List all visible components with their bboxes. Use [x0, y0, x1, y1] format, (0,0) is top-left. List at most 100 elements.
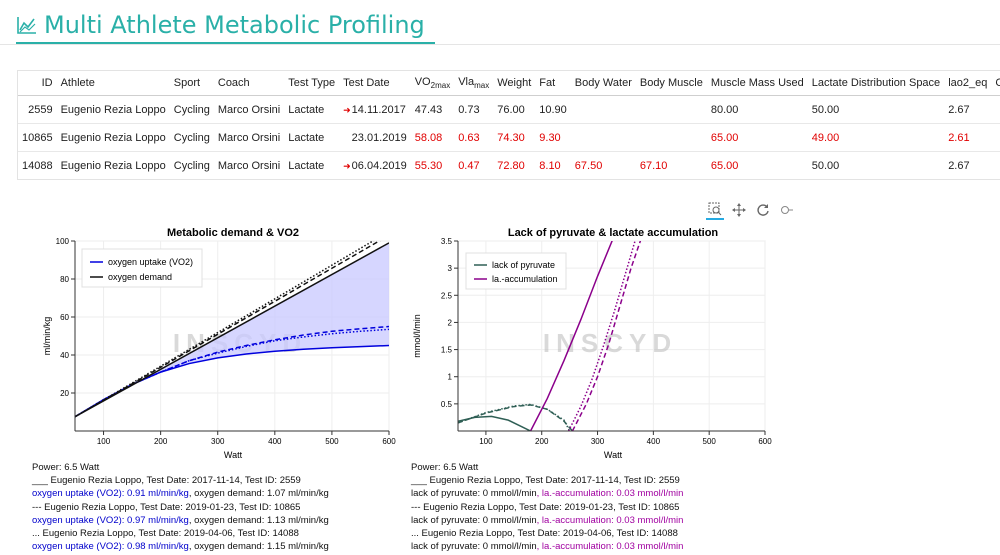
col-vlamax[interactable]: Vlamax: [454, 71, 493, 96]
col-comment[interactable]: Comment: [995, 77, 1000, 89]
col-vo2max[interactable]: VO2max: [411, 71, 454, 96]
col-body-muscle[interactable]: Body Muscle: [639, 77, 703, 89]
col-athlete[interactable]: Athlete: [60, 77, 95, 89]
cell-fat: 8.10: [535, 151, 571, 179]
vla-sub: max: [474, 81, 490, 91]
cell-fat: 9.30: [535, 123, 571, 152]
legend-box: [465, 252, 567, 290]
pyruvate-lactate-chart[interactable]: Lack of pyruvate & lactate accumulation …: [410, 222, 780, 462]
cell-body-muscle: [635, 123, 707, 152]
x-tick-label: 300: [591, 437, 605, 446]
reset-icon[interactable]: [754, 201, 772, 219]
series-line-5[interactable]: [567, 236, 637, 431]
col-weight[interactable]: Weight: [497, 77, 532, 89]
hover-readout-left: Power: 6.5 Watt ___ Eugenio Rezia Loppo, …: [32, 461, 329, 553]
athlete-table-container: ID Athlete Sport Coach Test Type Test Da…: [17, 70, 1000, 180]
cell-athlete: Eugenio Rezia Loppo: [56, 95, 170, 124]
cell-coach: Marco Orsini: [213, 95, 285, 124]
pan-icon[interactable]: [730, 201, 748, 219]
series-line-5[interactable]: [75, 232, 389, 418]
col-body-water[interactable]: Body Water: [574, 77, 632, 89]
readout-value-b: , la.-accumulation: 0.03 mmol/l/min: [536, 514, 684, 526]
readout-value-a: lack of pyruvate: 0 mmol/l/min: [411, 541, 537, 553]
y-tick-label: 3.5: [441, 237, 453, 246]
cell-test-type: Lactate: [284, 123, 340, 152]
cell-vo2max: 47.43: [410, 95, 455, 124]
series-line-3[interactable]: [529, 236, 615, 431]
legend-item-lactate: la.-accumulation: [492, 274, 558, 284]
y-axis-label: ml/min/kg: [42, 317, 52, 356]
table-row[interactable]: 10865 Eugenio Rezia Loppo Cycling Marco …: [18, 123, 1000, 152]
hover-icon[interactable]: [778, 201, 796, 219]
readout-value-a: oxygen uptake (VO2): 0.91 ml/min/kg: [32, 488, 189, 500]
cell-lao2-eq: 2.61: [944, 123, 992, 152]
y-tick-label: 2.5: [441, 291, 453, 300]
readout-line: oxygen uptake (VO2): 0.97 ml/min/kg, oxy…: [32, 514, 329, 527]
legend: lack of pyruvate la.-accumulation: [465, 252, 567, 290]
col-lao2-eq[interactable]: lao2_eq: [948, 77, 988, 89]
col-lactate-distribution-space[interactable]: Lactate Distribution Space: [811, 77, 941, 89]
cell-lds: 50.00: [807, 151, 945, 179]
series-line-3[interactable]: [75, 242, 389, 418]
cell-body-muscle: 67.10: [635, 151, 707, 179]
cell-lao2-eq: 2.67: [944, 151, 992, 179]
metabolic-demand-chart[interactable]: Metabolic demand & VO2 INSCYD 1002003004…: [40, 222, 400, 462]
table-row[interactable]: 2559 Eugenio Rezia Loppo Cycling Marco O…: [18, 95, 1000, 124]
legend-item-pyruvate: lack of pyruvate: [492, 260, 555, 270]
cell-test-date: ➜06.04.2019: [339, 151, 411, 179]
readout-value-b: , oxygen demand: 1.07 ml/min/kg: [188, 488, 329, 500]
cell-vlamax: 0.47: [454, 151, 494, 179]
cell-body-muscle: [635, 95, 707, 124]
box-zoom-icon[interactable]: [706, 200, 724, 220]
col-test-type[interactable]: Test Type: [288, 77, 336, 89]
col-muscle-mass-used[interactable]: Muscle Mass Used: [710, 77, 804, 89]
readout-line: oxygen uptake (VO2): 0.91 ml/min/kg, oxy…: [32, 487, 329, 500]
cell-vo2max: 58.08: [410, 123, 455, 152]
line-chart-icon: [17, 17, 36, 34]
page-header: Multi Athlete Metabolic Profiling: [0, 0, 1000, 45]
col-fat[interactable]: Fat: [539, 77, 556, 89]
hover-readout-right: Power: 6.5 Watt ___ Eugenio Rezia Loppo, …: [411, 461, 683, 553]
col-coach[interactable]: Coach: [217, 77, 250, 89]
readout-value-a: lack of pyruvate: 0 mmol/l/min: [411, 514, 537, 526]
page-title: Multi Athlete Metabolic Profiling: [44, 11, 425, 39]
date-text: 14.11.2017: [351, 103, 406, 116]
vo-sub: 2max: [430, 81, 451, 91]
legend: oxygen uptake (VO2) oxygen demand: [81, 248, 203, 288]
vla-label: Vla: [458, 75, 475, 88]
readout-value-a: lack of pyruvate: 0 mmol/l/min: [411, 488, 537, 500]
y-tick-label: 2: [448, 318, 453, 327]
series-line-2[interactable]: [458, 403, 571, 431]
col-id[interactable]: ID: [41, 77, 53, 89]
readout-value-b: , la.-accumulation: 0.03 mmol/l/min: [536, 541, 684, 553]
readout-line: lack of pyruvate: 0 mmol/l/min, la.-accu…: [411, 540, 683, 553]
x-tick-label: 500: [703, 437, 717, 446]
title-block: Multi Athlete Metabolic Profiling: [16, 8, 435, 44]
cell-body-water: [570, 95, 636, 124]
legend-item-vo2: oxygen uptake (VO2): [108, 257, 193, 267]
y-tick-label: 3: [448, 264, 453, 273]
cell-athlete: Eugenio Rezia Loppo: [56, 123, 170, 152]
readout-line: ___ Eugenio Rezia Loppo, Test Date: 2017…: [32, 475, 301, 487]
series-line-1[interactable]: [458, 404, 573, 431]
cell-id: 14088: [18, 151, 57, 179]
series-line-0[interactable]: [75, 344, 389, 418]
cell-comment: [991, 95, 1000, 124]
cell-weight: 76.00: [493, 95, 536, 124]
cell-body-water: [570, 123, 636, 152]
cell-test-type: Lactate: [284, 151, 340, 179]
table-row[interactable]: 14088 Eugenio Rezia Loppo Cycling Marco …: [18, 151, 1000, 179]
cell-test-date: ➜14.11.2017: [339, 95, 411, 124]
chart-title: Metabolic demand & VO2: [167, 227, 299, 239]
plot-toolbar: [706, 200, 796, 220]
col-sport[interactable]: Sport: [173, 77, 201, 89]
cell-comment: [991, 123, 1000, 152]
col-test-date[interactable]: Test Date: [343, 77, 390, 89]
x-tick-label: 600: [382, 437, 396, 446]
cell-id: 10865: [18, 123, 57, 152]
y-tick-label: 1: [448, 373, 453, 382]
readout-line: lack of pyruvate: 0 mmol/l/min, la.-accu…: [411, 487, 683, 500]
readout-value-b: , oxygen demand: 1.15 ml/min/kg: [188, 541, 329, 553]
y-tick-label: 0.5: [441, 400, 453, 409]
readout-value-a: oxygen uptake (VO2): 0.98 ml/min/kg: [32, 541, 189, 553]
